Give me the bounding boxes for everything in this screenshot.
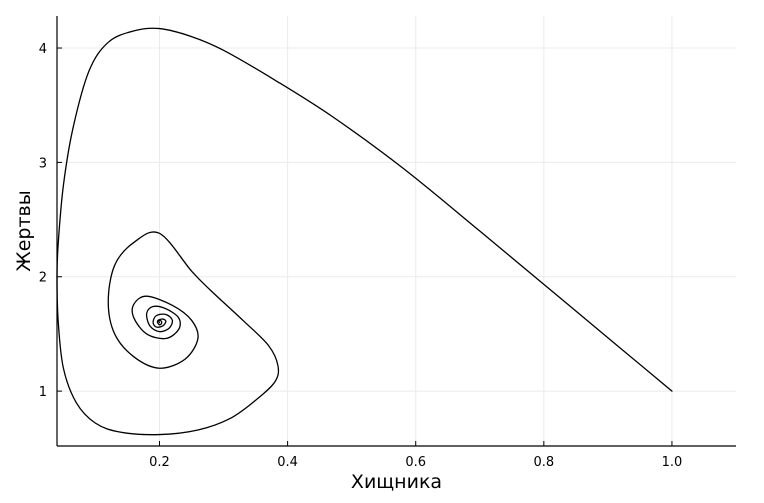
y-axis-label: Жертвы <box>13 190 35 271</box>
x-axis-label: Хищника <box>351 471 442 493</box>
x-tick-label: 1.0 <box>662 455 683 470</box>
y-tick-label: 4 <box>39 42 47 57</box>
x-tick-label: 0.8 <box>533 455 554 470</box>
series-line <box>56 27 673 436</box>
series-layer <box>56 27 673 436</box>
y-tick-label: 2 <box>39 271 47 286</box>
x-tick-label: 0.6 <box>405 455 426 470</box>
y-tick-label: 3 <box>39 156 47 171</box>
ticks-layer: 0.2 0.4 0.6 0.8 1.0 1 2 3 4 <box>39 42 683 470</box>
x-tick-label: 0.2 <box>149 455 170 470</box>
x-tick-label: 0.4 <box>277 455 298 470</box>
axes-layer <box>56 16 736 447</box>
grid-layer <box>57 16 736 446</box>
y-tick-label: 1 <box>39 385 47 400</box>
